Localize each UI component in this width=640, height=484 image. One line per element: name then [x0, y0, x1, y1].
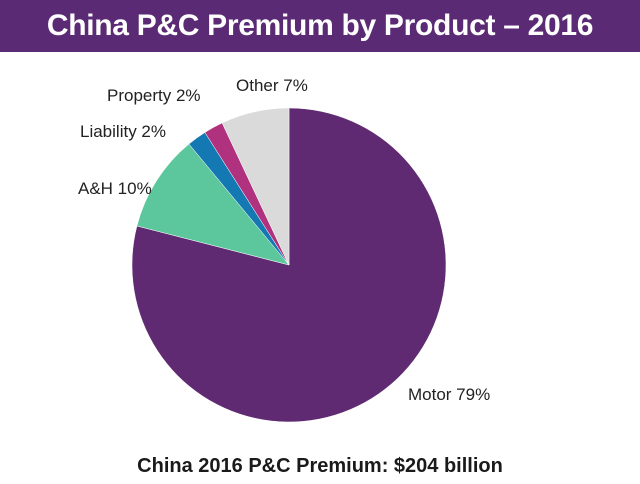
footer: China 2016 P&C Premium: $204 billion — [0, 448, 640, 484]
title-bar: China P&C Premium by Product – 2016 — [0, 0, 640, 52]
label-a-h: A&H 10% — [78, 179, 152, 198]
pie-slices — [131, 107, 447, 423]
footer-caption: China 2016 P&C Premium: $204 billion — [137, 454, 503, 477]
label-other: Other 7% — [236, 76, 308, 95]
slice-a-h — [136, 143, 290, 266]
label-motor: Motor 79% — [408, 385, 490, 404]
slice-motor — [131, 107, 447, 423]
pie-labels: Motor 79% A&H 10% Liability 2% Property … — [78, 76, 490, 404]
pie-chart: Motor 79% A&H 10% Liability 2% Property … — [78, 76, 490, 423]
slice-other — [221, 107, 290, 266]
chart-title: China P&C Premium by Product – 2016 — [46, 9, 594, 42]
label-property: Property 2% — [107, 86, 201, 105]
label-liability: Liability 2% — [80, 122, 166, 141]
